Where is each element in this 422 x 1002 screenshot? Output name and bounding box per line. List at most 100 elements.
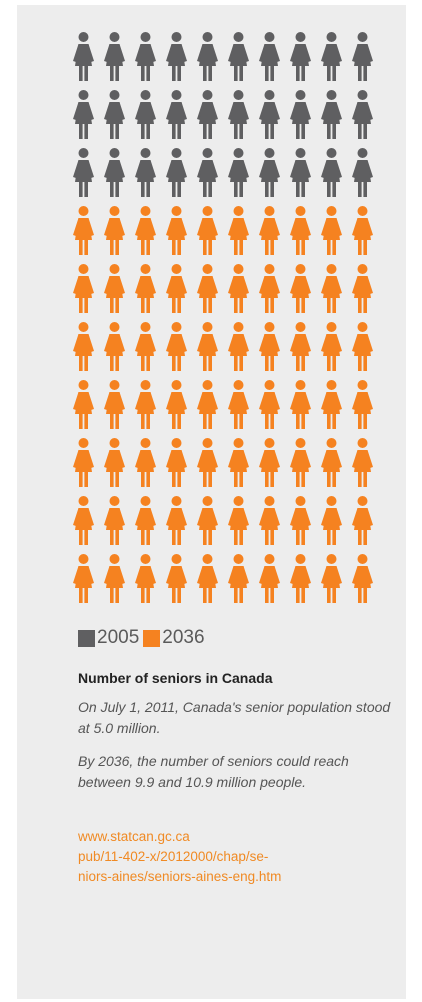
legend-swatch-2005 <box>78 629 95 647</box>
person-icon-2036 <box>259 380 280 429</box>
person-icon-2036 <box>352 322 373 371</box>
person-icon-2005 <box>197 90 218 139</box>
person-icon-2005 <box>135 32 156 81</box>
infographic-panel: 2005 2036 Number of seniors in Canada On… <box>17 5 406 999</box>
person-icon-2036 <box>352 264 373 313</box>
person-icon-2005 <box>166 32 187 81</box>
person-icon-2036 <box>166 322 187 371</box>
person-icon-2005 <box>166 148 187 197</box>
person-icon-2036 <box>73 322 94 371</box>
person-icon-2036 <box>73 206 94 255</box>
person-icon-2036 <box>228 206 249 255</box>
person-icon-2005 <box>135 90 156 139</box>
person-icon-2005 <box>352 32 373 81</box>
person-icon-2036 <box>104 264 125 313</box>
person-icon-2036 <box>104 380 125 429</box>
person-icon-2036 <box>135 496 156 545</box>
source-link-line: niors-aines/seniors-aines-eng.htm <box>78 869 282 884</box>
person-icon-2005 <box>104 32 125 81</box>
legend-label-2036: 2036 <box>162 627 205 648</box>
person-icon-2036 <box>259 264 280 313</box>
person-icon-2036 <box>73 438 94 487</box>
person-icon-2005 <box>135 148 156 197</box>
person-icon-2036 <box>73 380 94 429</box>
person-icon-2005 <box>228 90 249 139</box>
pictogram-chart <box>73 32 373 603</box>
person-icon-2036 <box>166 496 187 545</box>
person-icon-2036 <box>104 206 125 255</box>
person-icon-2005 <box>321 148 342 197</box>
person-icon-2036 <box>228 496 249 545</box>
person-icon-2036 <box>352 496 373 545</box>
person-icon-2005 <box>321 32 342 81</box>
person-icon-2005 <box>290 148 311 197</box>
note-current-population: On July 1, 2011, Canada's senior populat… <box>78 699 391 736</box>
person-icon-2005 <box>73 90 94 139</box>
person-icon-2036 <box>166 554 187 603</box>
person-icon-2036 <box>197 206 218 255</box>
legend: 2005 2036 <box>78 627 209 649</box>
person-icon-2005 <box>290 32 311 81</box>
person-icon-2036 <box>104 438 125 487</box>
person-icon-2036 <box>259 206 280 255</box>
person-icon-2005 <box>73 148 94 197</box>
person-icon-2036 <box>197 264 218 313</box>
person-icon-2036 <box>290 264 311 313</box>
source-link-line: www.statcan.gc.ca <box>78 829 190 844</box>
person-icon-2005 <box>259 32 280 81</box>
person-icon-2036 <box>104 322 125 371</box>
person-icon-2036 <box>352 438 373 487</box>
legend-swatch-2036 <box>143 629 161 647</box>
person-icon-2036 <box>228 380 249 429</box>
person-icon-2005 <box>73 32 94 81</box>
person-icon-2005 <box>104 148 125 197</box>
person-icon-2036 <box>135 206 156 255</box>
person-icon-2036 <box>228 264 249 313</box>
person-icon-2036 <box>352 554 373 603</box>
person-icon-2005 <box>197 148 218 197</box>
person-icon-2036 <box>290 554 311 603</box>
person-icon-2005 <box>321 90 342 139</box>
person-icon-2005 <box>259 148 280 197</box>
person-icon-2036 <box>321 264 342 313</box>
legend-item-2036: 2036 <box>143 627 205 649</box>
person-icon-2036 <box>290 322 311 371</box>
person-icon-2036 <box>321 206 342 255</box>
person-icon-2036 <box>135 322 156 371</box>
person-icon-2036 <box>135 438 156 487</box>
person-icon-2036 <box>73 264 94 313</box>
legend-label-2005: 2005 <box>97 627 140 648</box>
person-icon-2005 <box>259 90 280 139</box>
source-link[interactable]: www.statcan.gc.ca pub/11-402-x/2012000/c… <box>78 827 408 887</box>
person-icon-2036 <box>321 322 342 371</box>
person-icon-2005 <box>228 148 249 197</box>
person-icon-2036 <box>104 554 125 603</box>
person-icon-2036 <box>166 206 187 255</box>
person-icon-2036 <box>259 438 280 487</box>
person-icon-2036 <box>352 380 373 429</box>
person-icon-2036 <box>290 496 311 545</box>
person-icon-2005 <box>352 148 373 197</box>
person-icon-2036 <box>197 496 218 545</box>
chart-title: Number of seniors in Canada <box>78 670 273 686</box>
person-icon-2036 <box>73 554 94 603</box>
person-icon-2036 <box>259 322 280 371</box>
person-icon-2036 <box>259 554 280 603</box>
person-icon-2036 <box>197 322 218 371</box>
person-icon-2005 <box>104 90 125 139</box>
person-icon-2036 <box>135 380 156 429</box>
person-icon-2036 <box>352 206 373 255</box>
person-icon-2036 <box>197 380 218 429</box>
person-icon-2036 <box>228 322 249 371</box>
person-icon-2005 <box>352 90 373 139</box>
person-icon-2036 <box>197 438 218 487</box>
person-icon-2036 <box>166 438 187 487</box>
person-icon-2036 <box>228 554 249 603</box>
person-icon-2036 <box>290 438 311 487</box>
person-icon-2036 <box>197 554 218 603</box>
person-icon-2005 <box>290 90 311 139</box>
person-icon-2036 <box>290 206 311 255</box>
person-icon-2036 <box>135 554 156 603</box>
person-icon-2036 <box>290 380 311 429</box>
person-icon-2036 <box>321 380 342 429</box>
